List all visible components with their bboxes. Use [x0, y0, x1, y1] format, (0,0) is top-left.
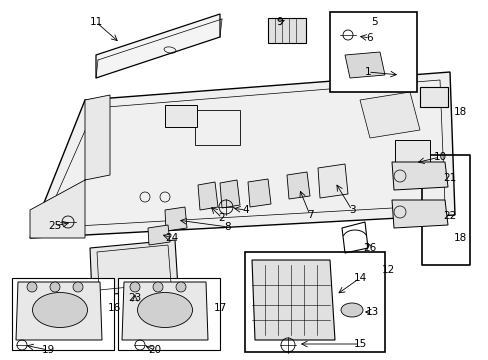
Circle shape [130, 282, 140, 292]
Bar [329, 12, 416, 92]
Bar [244, 252, 384, 352]
Text: 7: 7 [306, 210, 313, 220]
Circle shape [73, 282, 83, 292]
Bar [12, 278, 114, 350]
Text: 20: 20 [148, 345, 161, 355]
Bar [164, 105, 197, 127]
Text: 18: 18 [452, 233, 466, 243]
Text: 18: 18 [452, 107, 466, 117]
Bar [267, 18, 305, 43]
Text: 12: 12 [381, 265, 394, 275]
Polygon shape [391, 200, 447, 228]
Text: 10: 10 [432, 152, 446, 162]
Polygon shape [16, 282, 102, 340]
Polygon shape [164, 207, 186, 231]
Text: 9: 9 [276, 17, 283, 27]
Bar [195, 110, 240, 145]
Text: 1: 1 [364, 67, 370, 77]
Text: 22: 22 [443, 211, 456, 221]
Text: 21: 21 [443, 173, 456, 183]
Polygon shape [90, 240, 178, 296]
Text: 2: 2 [218, 213, 225, 223]
Text: 16: 16 [107, 303, 121, 313]
Text: 15: 15 [353, 339, 366, 349]
Polygon shape [220, 180, 240, 208]
Polygon shape [345, 52, 384, 78]
Text: 17: 17 [213, 303, 226, 313]
Circle shape [27, 282, 37, 292]
Text: 14: 14 [353, 273, 366, 283]
Polygon shape [30, 95, 110, 238]
Text: 24: 24 [165, 233, 178, 243]
Bar [394, 140, 429, 180]
Ellipse shape [137, 292, 192, 328]
Polygon shape [122, 282, 207, 340]
Polygon shape [317, 164, 347, 198]
Bar [419, 87, 447, 107]
Bar [118, 278, 220, 350]
Text: 6: 6 [366, 33, 372, 43]
Polygon shape [247, 179, 270, 207]
Ellipse shape [340, 303, 362, 317]
Polygon shape [198, 182, 218, 210]
Ellipse shape [32, 292, 87, 328]
Polygon shape [148, 225, 170, 245]
Polygon shape [30, 72, 454, 238]
Text: 8: 8 [224, 222, 231, 232]
Text: 3: 3 [348, 205, 355, 215]
Polygon shape [96, 14, 220, 78]
Circle shape [50, 282, 60, 292]
Text: 26: 26 [363, 243, 376, 253]
Text: 4: 4 [242, 205, 249, 215]
Text: 23: 23 [128, 293, 142, 303]
Text: 13: 13 [365, 307, 378, 317]
Circle shape [176, 282, 185, 292]
Circle shape [153, 282, 163, 292]
Text: 19: 19 [41, 345, 55, 355]
Polygon shape [359, 92, 419, 138]
Text: 25: 25 [48, 221, 61, 231]
Text: 11: 11 [89, 17, 102, 27]
Polygon shape [251, 260, 334, 340]
Polygon shape [286, 172, 309, 199]
Polygon shape [391, 162, 447, 190]
Text: 5: 5 [371, 17, 378, 27]
